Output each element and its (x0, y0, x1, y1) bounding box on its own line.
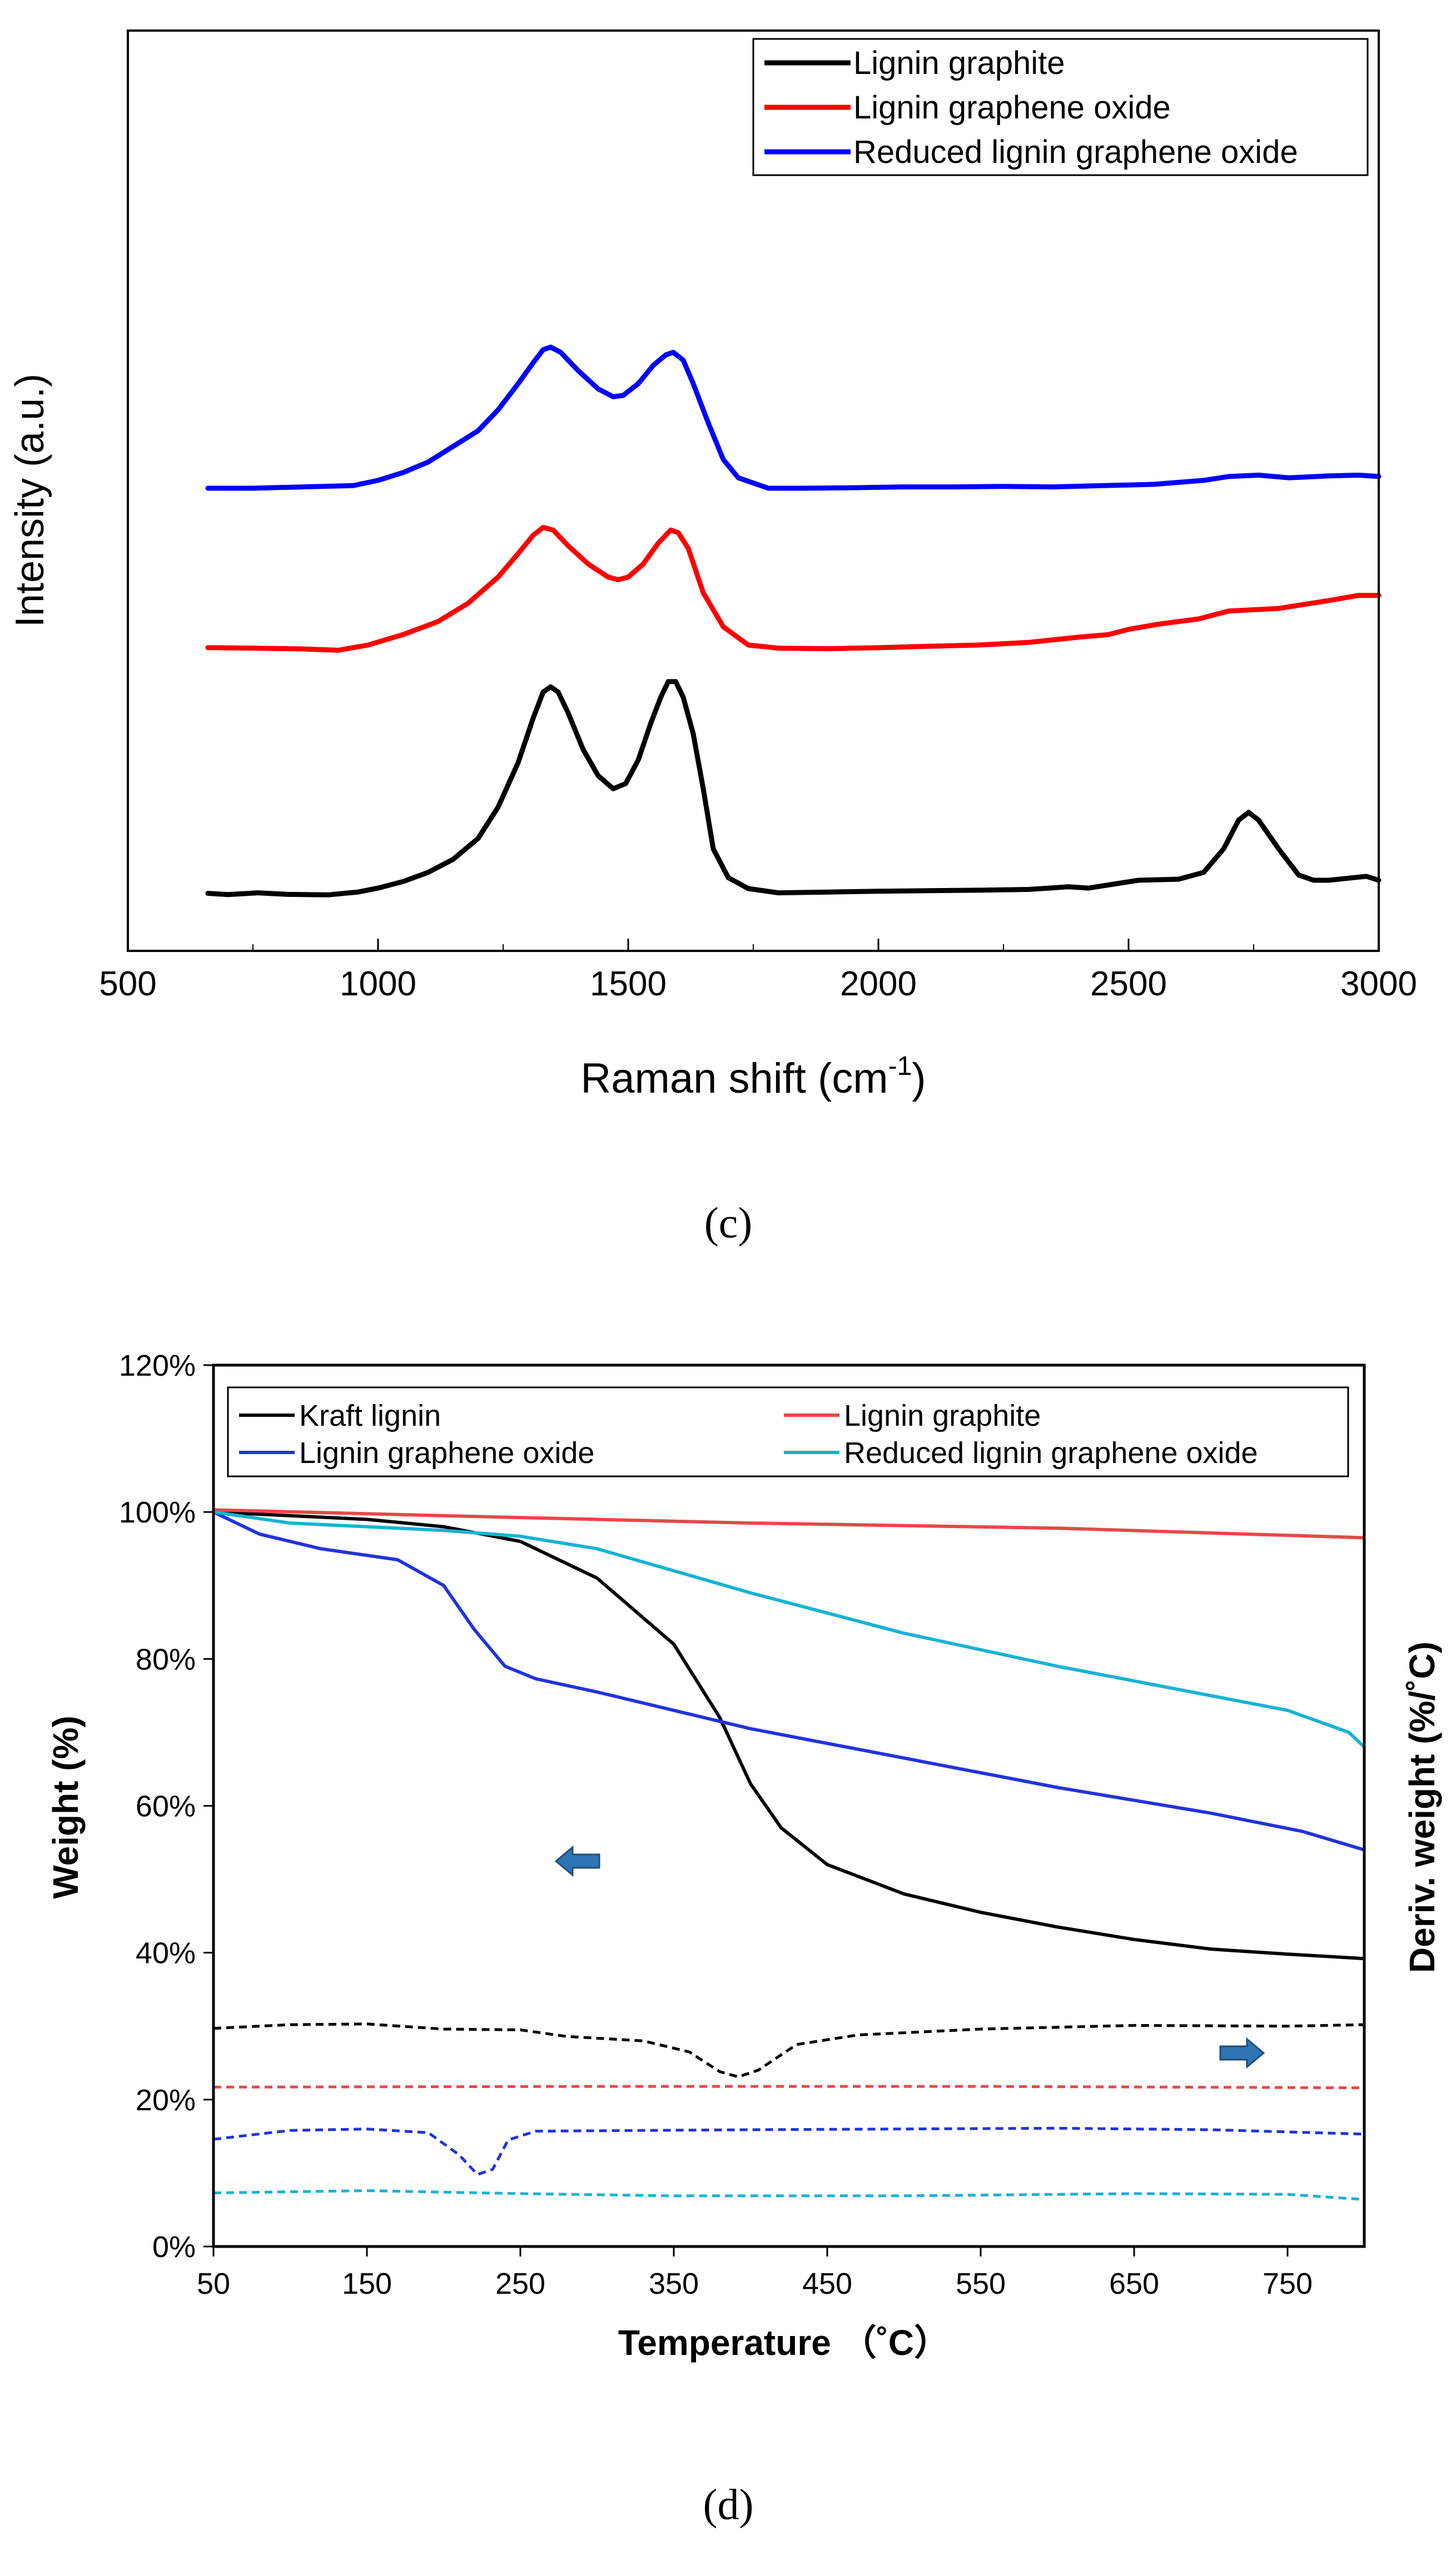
tga-series-lignin-graphene-oxide (212, 1510, 1365, 1852)
raman-legend-box (752, 38, 1369, 176)
tga-y-tick-label: 20% (136, 2084, 196, 2117)
tga-chart: 50 150 250 350 450 550 650 750 0% 20% 40% 60% 80% 100… (46, 1349, 1442, 2528)
tga-x-tick-label: 50 (197, 2267, 230, 2300)
tga-series-lignin-graphene-oxide-deriv (213, 2126, 1365, 2176)
tga-y-tick-label: 40% (136, 1937, 196, 1970)
tga-x-tick-label: 250 (495, 2267, 545, 2300)
raman-x-tick-label: 500 (99, 965, 156, 1003)
panel-label-c: (c) (704, 1198, 753, 1247)
tga-plot-frame (212, 1363, 1366, 2248)
raman-x-axis-label: Raman shift (cm-1) (580, 1052, 926, 1102)
tga-y-tick-label: 60% (136, 1790, 196, 1823)
raman-series-reduced-lignin-graphene-oxide (205, 344, 1382, 491)
tga-legend-label: Reduced lignin graphene oxide (844, 1436, 1258, 1470)
tga-x-tick-label: 550 (956, 2267, 1006, 2300)
tga-series-reduced-lignin-graphene-oxide-deriv (213, 2189, 1365, 2201)
raman-plot-frame (127, 29, 1380, 952)
tga-y-tick-label: 0% (152, 2230, 196, 2264)
raman-x-tick-label: 1500 (590, 965, 667, 1003)
raman-x-tick-label: 2000 (840, 965, 917, 1003)
tga-legend-label: Lignin graphene oxide (299, 1436, 594, 1470)
raman-y-axis-label: Intensity (a.u.) (8, 374, 52, 627)
raman-series-lignin-graphene-oxide (205, 525, 1382, 653)
tga-x-axis-label: Temperature （˚C） (618, 2323, 950, 2363)
raman-series-lignin-graphite (205, 679, 1382, 897)
tga-y-tick-label: 80% (136, 1643, 196, 1676)
tga-x-tick-label: 650 (1109, 2267, 1159, 2300)
tga-legend-label: Lignin graphite (844, 1399, 1041, 1432)
tga-x-tick-label: 150 (342, 2267, 392, 2300)
raman-x-ticks: 500 1000 1500 2000 2500 3000 (99, 939, 1417, 1003)
tga-x-tick-label: 350 (649, 2267, 699, 2300)
raman-x-tick-label: 3000 (1340, 965, 1417, 1003)
raman-legend-label: Reduced lignin graphene oxide (853, 134, 1298, 170)
tga-legend-box (227, 1386, 1349, 1477)
tga-y2-axis-label: Deriv. weight (%/˚C) (1402, 1641, 1442, 1973)
raman-legend-label: Lignin graphite (853, 45, 1065, 81)
raman-legend: Lignin graphite Lignin graphene oxide Redu… (752, 38, 1369, 176)
tga-series-kraft-lignin-deriv (213, 2022, 1365, 2079)
tga-series-kraft-lignin (213, 1510, 1365, 1961)
tga-series-lignin-graphite-deriv (213, 2085, 1365, 2090)
tga-y-axis-label: Weight (%) (46, 1715, 86, 1898)
tga-axis-ticks: 50 150 250 350 450 550 650 750 0% 20% 40% 60% 80% 100… (119, 1349, 1313, 2300)
raman-series (205, 344, 1382, 897)
tga-x-tick-label: 450 (802, 2267, 852, 2300)
raman-x-tick-label: 2500 (1090, 965, 1167, 1003)
tga-legend-label: Kraft lignin (299, 1399, 441, 1432)
raman-x-tick-label: 1000 (340, 965, 416, 1003)
right-arrow-icon (1219, 2037, 1265, 2069)
raman-chart: 500 1000 1500 2000 2500 3000 Intensity (a.u.)… (8, 29, 1417, 1247)
raman-legend-label: Lignin graphene oxide (853, 90, 1171, 126)
tga-y-tick-label: 100% (119, 1496, 196, 1529)
tga-series (212, 1508, 1366, 2201)
panel-label-d: (d) (703, 2480, 754, 2528)
tga-x-tick-label: 750 (1263, 2267, 1313, 2300)
tga-legend: Kraft lignin Lignin graphite Lignin graphe… (227, 1386, 1349, 1477)
tga-series-lignin-graphite (213, 1508, 1365, 1540)
tga-y-tick-label: 120% (119, 1349, 196, 1382)
left-arrow-icon (554, 1845, 600, 1877)
tga-series-reduced-lignin-graphene-oxide (213, 1510, 1366, 1748)
